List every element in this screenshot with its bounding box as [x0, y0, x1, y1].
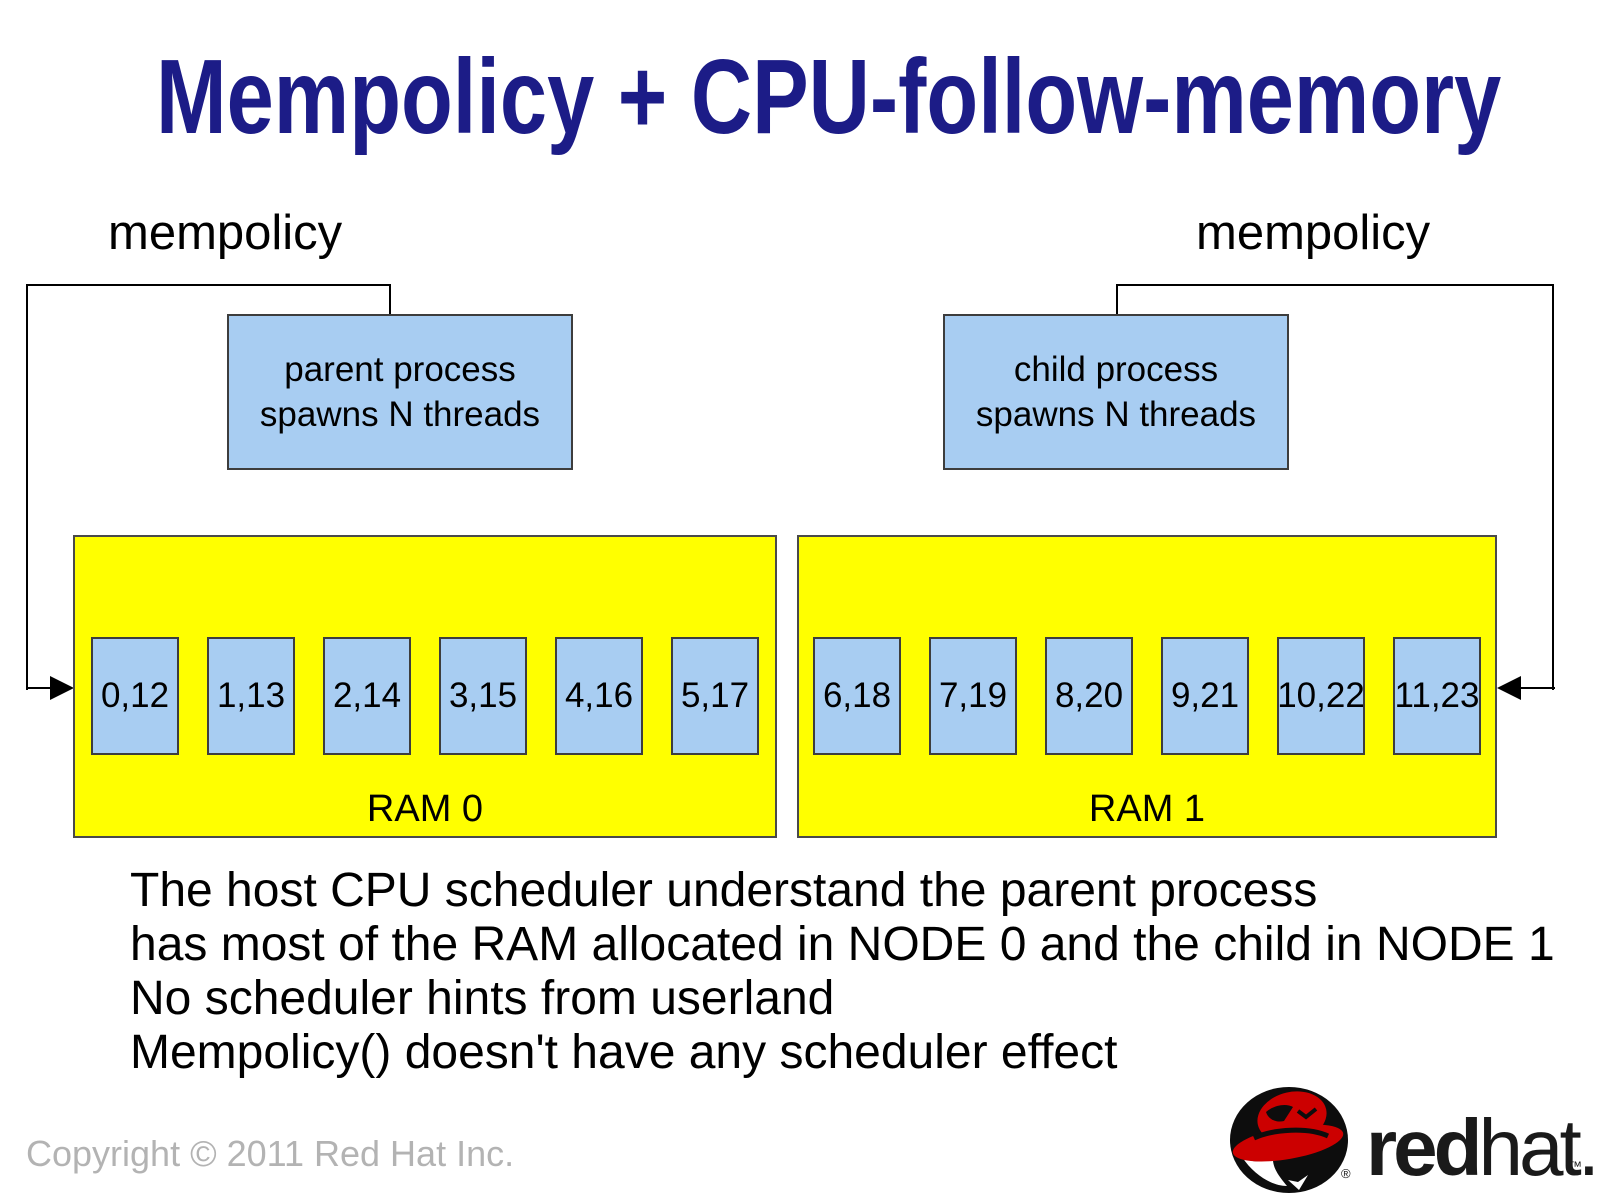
- body-text: The host CPU scheduler understand the pa…: [130, 864, 1555, 1080]
- cpu-box: 0,12: [91, 637, 179, 755]
- ram1-node: 6,18 7,19 8,20 9,21 10,22 11,23 RAM 1: [797, 535, 1497, 838]
- cpu-box: 4,16: [555, 637, 643, 755]
- child-process-box-line: spawns N threads: [975, 395, 1257, 434]
- child-process-box-line: child process: [1013, 350, 1219, 389]
- right-connector-vertical-line: [1552, 284, 1554, 690]
- left-connector-drop-to-box: [389, 284, 391, 316]
- parent-process-box-line: spawns N threads: [259, 395, 541, 434]
- ram0-label: RAM 0: [366, 788, 484, 830]
- redhat-shadowman-logo-icon: [1230, 1087, 1348, 1193]
- cpu-box: 2,14: [323, 637, 411, 755]
- child-process-box: child process spawns N threads: [943, 314, 1289, 470]
- body-text-line: Mempolicy() doesn't have any scheduler e…: [130, 1026, 1118, 1079]
- cpu-box: 10,22: [1277, 637, 1365, 755]
- parent-process-box: parent process spawns N threads: [227, 314, 573, 470]
- cpu-box: 1,13: [207, 637, 295, 755]
- ram0-node: 0,12 1,13 2,14 3,15 4,16 5,17 RAM 0: [73, 535, 777, 838]
- cpu-box: 6,18: [813, 637, 901, 755]
- arrowhead-into-ram1-icon: [1497, 676, 1521, 700]
- copyright-text: Copyright © 2011 Red Hat Inc.: [26, 1133, 515, 1174]
- cpu-box: 7,19: [929, 637, 1017, 755]
- redhat-wordmark: redhat.: [1366, 1108, 1600, 1188]
- left-connector-vertical-line: [26, 284, 28, 690]
- slide-title: Mempolicy + CPU-follow-memory: [156, 38, 1502, 156]
- cpu-box: 5,17: [671, 637, 759, 755]
- mempolicy-label-left: mempolicy: [108, 206, 343, 260]
- cpu-box: 9,21: [1161, 637, 1249, 755]
- ram1-cpu-row: 6,18 7,19 8,20 9,21 10,22 11,23: [799, 637, 1495, 755]
- ram1-label: RAM 1: [1088, 788, 1206, 830]
- body-text-line: has most of the RAM allocated in NODE 0 …: [130, 918, 1555, 971]
- parent-process-box-line: parent process: [284, 350, 516, 389]
- body-text-line: The host CPU scheduler understand the pa…: [130, 864, 1318, 917]
- left-connector-top-line: [26, 284, 391, 286]
- body-text-line: No scheduler hints from userland: [130, 972, 835, 1025]
- cpu-box: 8,20: [1045, 637, 1133, 755]
- registered-mark: ®: [1341, 1166, 1351, 1181]
- trademark-mark: ™: [1568, 1158, 1582, 1174]
- arrowhead-into-ram0-icon: [50, 676, 74, 700]
- redhat-wordmark-red: red: [1366, 1103, 1482, 1192]
- cpu-box: 11,23: [1393, 637, 1481, 755]
- right-connector-arrow-shaft: [1521, 687, 1555, 689]
- right-connector-drop-to-box: [1116, 284, 1118, 316]
- ram0-cpu-row: 0,12 1,13 2,14 3,15 4,16 5,17: [75, 637, 775, 755]
- mempolicy-label-right: mempolicy: [1196, 206, 1431, 260]
- cpu-box: 3,15: [439, 637, 527, 755]
- redhat-wordmark-hat: hat.: [1478, 1103, 1600, 1192]
- right-connector-top-line: [1116, 284, 1554, 286]
- left-connector-arrow-shaft: [26, 687, 52, 689]
